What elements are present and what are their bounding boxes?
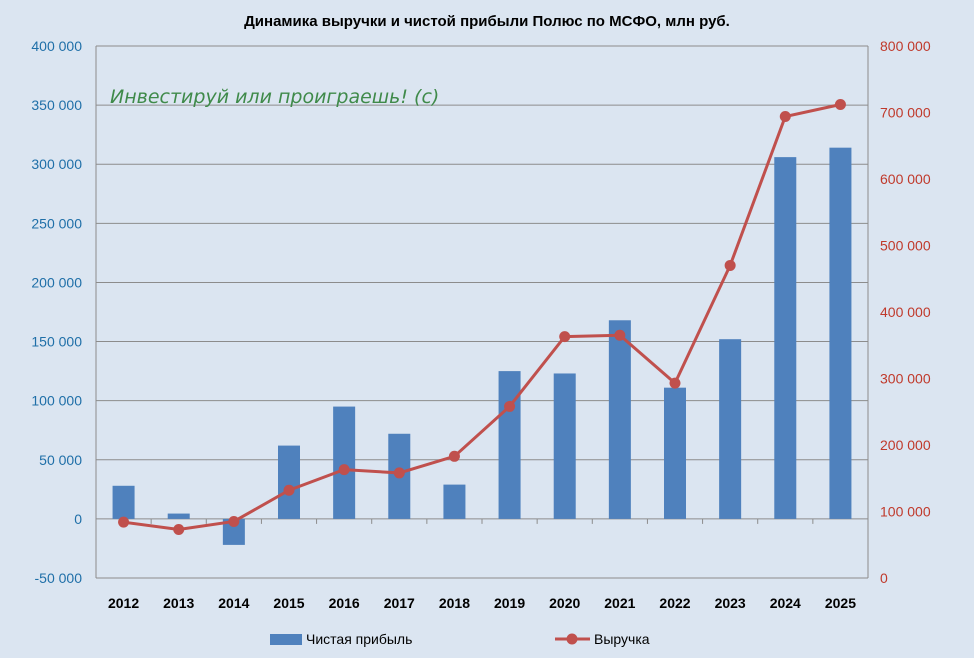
revenue-line bbox=[123, 103, 841, 531]
bar-net-profit bbox=[829, 147, 852, 519]
watermark-annotation: Инвестируй или проиграешь! (с) bbox=[110, 86, 439, 108]
y-left-tick-label: 50 000 bbox=[39, 452, 82, 468]
bar-series bbox=[112, 147, 852, 545]
y-right-tick-label: 500 000 bbox=[880, 238, 931, 254]
revenue-point bbox=[779, 110, 791, 122]
y-right-tick-label: 400 000 bbox=[880, 304, 931, 320]
x-tick-label: 2016 bbox=[329, 595, 360, 611]
revenue-point bbox=[614, 329, 626, 341]
x-tick-label: 2019 bbox=[494, 595, 525, 611]
x-axis: 2012 2013 2014 2015 2016 2017 2018 2019 2020 2021… bbox=[108, 595, 856, 611]
y-left-tick-label: 350 000 bbox=[31, 97, 82, 113]
x-tick-label: 2014 bbox=[218, 595, 249, 611]
grid bbox=[95, 45, 869, 579]
legend-marker-revenue bbox=[566, 633, 578, 645]
y-left-tick-label: 400 000 bbox=[31, 38, 82, 54]
y-right-tick-label: 800 000 bbox=[880, 38, 931, 54]
revenue-point bbox=[173, 523, 185, 535]
legend-label-net-profit: Чистая прибыль bbox=[306, 631, 412, 647]
x-tick-label: 2017 bbox=[384, 595, 415, 611]
bar-net-profit bbox=[664, 387, 686, 519]
y-right-tick-label: 700 000 bbox=[880, 105, 931, 121]
x-tick-label: 2012 bbox=[108, 595, 139, 611]
x-tick-label: 2015 bbox=[273, 595, 304, 611]
revenue-point bbox=[338, 464, 350, 476]
y-left-tick-label: -50 000 bbox=[35, 570, 83, 586]
bar-net-profit bbox=[553, 373, 576, 519]
bar-net-profit bbox=[719, 339, 742, 519]
revenue-point bbox=[834, 99, 846, 111]
legend-swatch-net-profit bbox=[270, 634, 302, 645]
y-left-tick-label: 0 bbox=[74, 511, 82, 527]
y-left-tick-label: 100 000 bbox=[31, 393, 82, 409]
line-series bbox=[118, 99, 846, 535]
y-right-tick-label: 200 000 bbox=[880, 437, 931, 453]
y-right-tick-label: 600 000 bbox=[880, 171, 931, 187]
x-tick-label: 2021 bbox=[604, 595, 635, 611]
bar-net-profit bbox=[608, 320, 631, 519]
legend-label-revenue: Выручка bbox=[594, 631, 650, 647]
y-left-tick-label: 300 000 bbox=[31, 156, 82, 172]
x-tick-label: 2020 bbox=[549, 595, 580, 611]
revenue-point bbox=[393, 467, 405, 479]
left-axis: -50 000 0 50 000 100 000 150 000 200 000 250 0… bbox=[31, 38, 82, 586]
x-tick-label: 2023 bbox=[715, 595, 746, 611]
y-left-tick-label: 200 000 bbox=[31, 274, 82, 290]
bar-net-profit bbox=[443, 484, 466, 519]
x-tick-label: 2022 bbox=[659, 595, 690, 611]
y-right-tick-label: 100 000 bbox=[880, 504, 931, 520]
bar-net-profit bbox=[222, 518, 245, 545]
x-tick-label: 2013 bbox=[163, 595, 194, 611]
revenue-point bbox=[504, 400, 516, 412]
y-left-tick-label: 150 000 bbox=[31, 334, 82, 350]
x-tick-label: 2024 bbox=[770, 595, 801, 611]
right-axis: 0 100 000 200 000 300 000 400 000 500 000 600 … bbox=[880, 38, 931, 586]
revenue-point bbox=[448, 450, 460, 462]
bar-net-profit bbox=[167, 513, 190, 519]
chart-title: Динамика выручки и чистой прибыли Полюс … bbox=[244, 13, 730, 30]
bar-net-profit bbox=[333, 406, 356, 519]
x-tick-label: 2025 bbox=[825, 595, 856, 611]
revenue-point bbox=[669, 377, 681, 389]
bar-net-profit bbox=[498, 371, 521, 519]
revenue-point bbox=[724, 259, 736, 271]
revenue-point bbox=[228, 515, 240, 527]
y-right-tick-label: 0 bbox=[880, 570, 888, 586]
bar-net-profit bbox=[112, 485, 135, 519]
x-tick-label: 2018 bbox=[439, 595, 470, 611]
y-right-tick-label: 300 000 bbox=[880, 371, 931, 387]
bar-net-profit bbox=[278, 445, 300, 519]
legend: Чистая прибыль Выручка bbox=[270, 631, 650, 647]
y-left-tick-label: 250 000 bbox=[31, 215, 82, 231]
bar-net-profit bbox=[774, 157, 797, 519]
revenue-point bbox=[118, 516, 130, 528]
revenue-point bbox=[559, 331, 571, 343]
revenue-point bbox=[283, 484, 295, 496]
